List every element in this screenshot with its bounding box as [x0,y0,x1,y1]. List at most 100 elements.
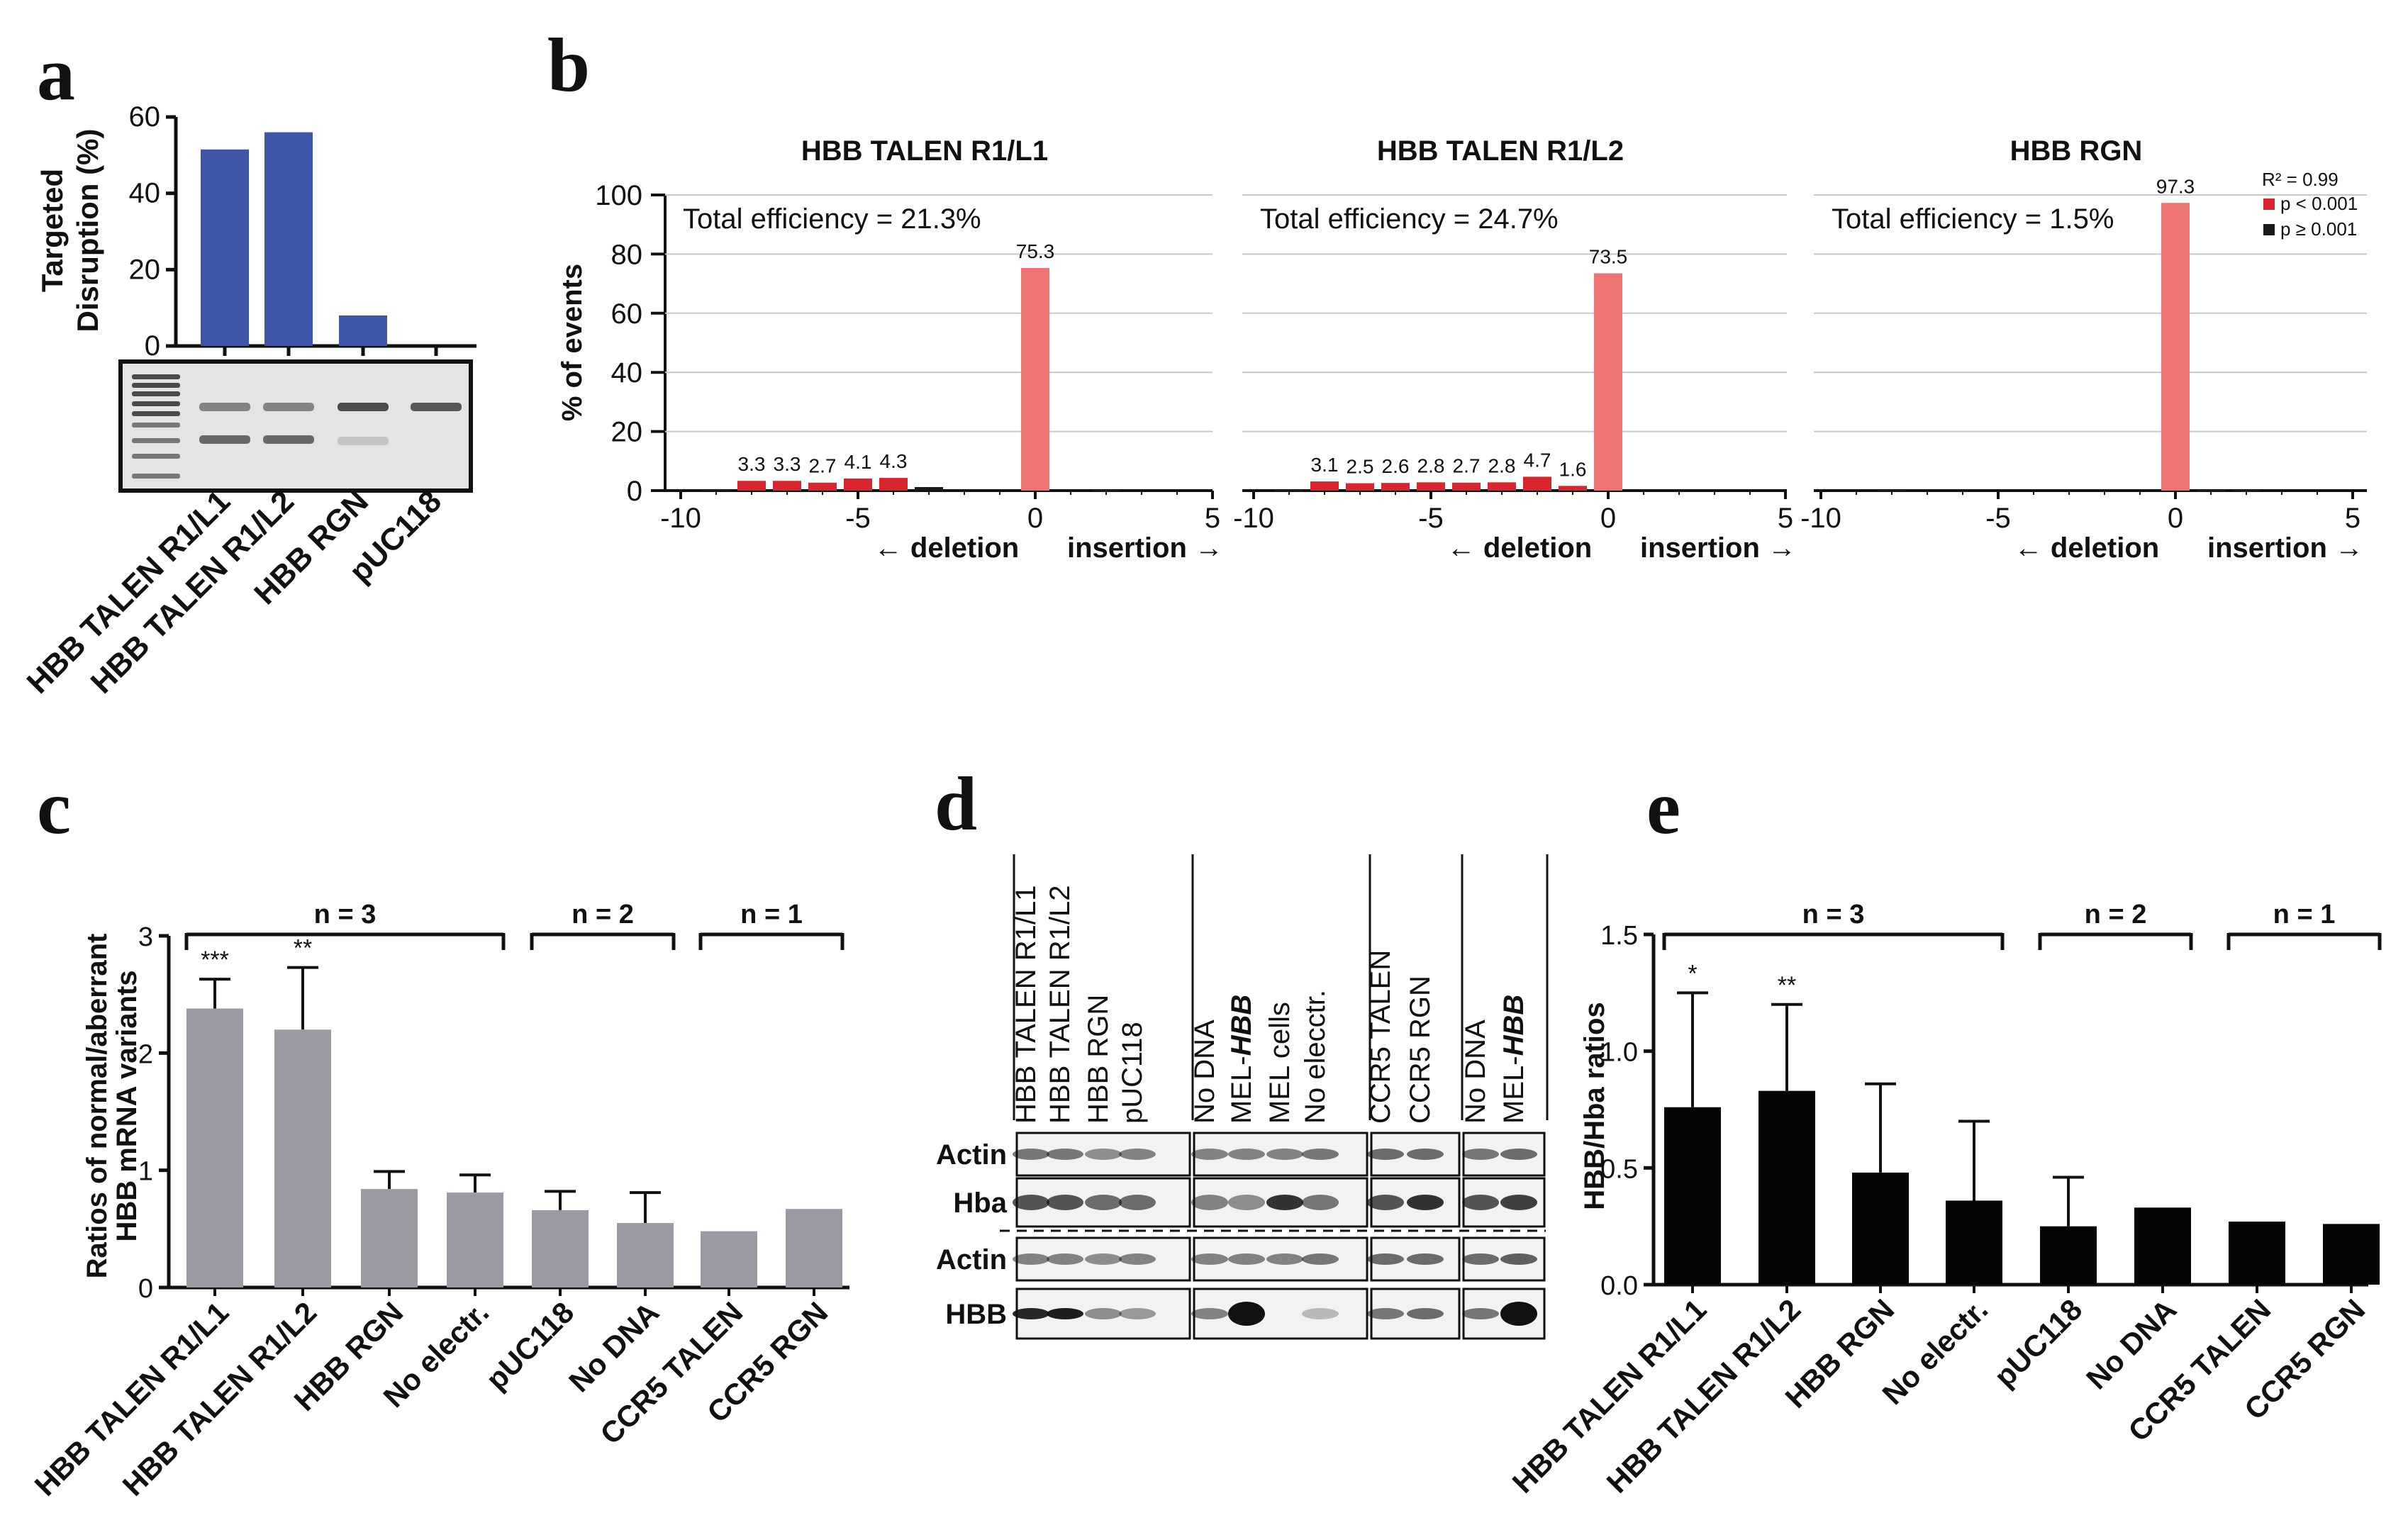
data-label: 4.3 [880,450,908,472]
bar [264,132,313,347]
efficiency-label: Total efficiency = 21.3% [683,203,981,235]
group-label: n = 3 [314,900,377,929]
bar [2161,203,2190,491]
gel-ladder-band [132,374,180,379]
bar [2134,1207,2191,1285]
legend-r2: R² = 0.99 [2262,169,2339,190]
y-tick-label: 40 [129,178,161,209]
data-label: 2.7 [809,455,837,477]
gel-ladder-band [132,411,180,416]
significance-star: * [1688,960,1697,987]
blot-band [1407,1308,1444,1319]
blot-band [1266,1253,1303,1265]
data-label: 73.5 [1589,246,1628,268]
bar [1092,489,1120,492]
gel-ladder-band [132,438,180,443]
x-tick-label: 5 [1205,503,1220,534]
subplot-title: HBB TALEN R1/L2 [1377,135,1624,167]
gel-band [199,435,250,444]
lane-label: pUC118 [1117,1022,1148,1124]
data-label: 2.8 [1488,454,1516,476]
blot-band [1013,1308,1049,1319]
lane-label-italic: HBB [1498,995,1529,1056]
significance-star: ** [294,935,312,962]
x-label-deletion: ← deletion [874,532,1019,564]
bar [532,1210,589,1287]
y-tick-label: 0.0 [1600,1271,1638,1301]
blot-band [1500,1149,1537,1160]
blot-band [1228,1302,1265,1326]
bar [617,1223,674,1287]
lane-label: CCR5 TALEN [1365,950,1396,1124]
blot-band [1367,1308,1404,1319]
y-tick-label: 1.0 [1600,1038,1638,1068]
group-label: n = 1 [2273,900,2336,929]
blot-band [1462,1308,1499,1319]
y-tick-label: 20 [129,254,161,285]
blot-band [1085,1195,1122,1210]
data-label: 3.3 [738,453,766,475]
lane-label: HBB TALEN R1/L1 [1010,886,1042,1124]
y-axis-label: Disruption (%) [71,129,104,333]
x-tick-label: -5 [845,503,871,534]
lane-label: MEL-HBB [1226,995,1257,1124]
gel-ladder-band [132,401,180,406]
gel-band [199,403,250,411]
y-axis-label: HBB/Hba ratios [1579,1002,1610,1210]
blot-band [1047,1195,1083,1210]
data-label: 3.3 [774,453,801,475]
blot-band [1047,1308,1083,1319]
bar [1594,273,1622,491]
blot-band [1119,1308,1156,1319]
blot-band [1500,1302,1537,1326]
x-label-deletion: ← deletion [2014,532,2159,564]
gel-band [263,435,314,444]
panel-letter-d: d [935,762,977,847]
bar [274,1029,331,1287]
x-tick-label: -10 [1800,503,1841,534]
bar [773,481,801,491]
data-label: 2.6 [1382,455,1410,477]
lane-label: MEL cells [1264,1002,1295,1124]
blot-band [1500,1253,1537,1265]
blot-band [1367,1253,1404,1265]
bar [1021,267,1049,491]
y-axis-label: Targeted [35,169,69,292]
bar [1878,489,1906,492]
gel-ladder-band [132,474,180,479]
legend-label-sig: p < 0.001 [2280,193,2358,214]
x-tick-label: -5 [1985,503,2011,534]
data-label: 2.7 [1453,455,1481,477]
gel-ladder-band [132,423,180,428]
efficiency-label: Total efficiency = 1.5% [1832,203,2114,235]
lane-label: MEL-HBB [1498,995,1529,1124]
blot-band [1302,1149,1339,1160]
x-tick-label: 5 [1778,503,1793,534]
blot-band [1462,1149,1499,1160]
y-tick-label: 60 [611,298,643,330]
data-label: 75.3 [1016,240,1055,262]
blot-band [1191,1149,1228,1160]
blot-band [1119,1253,1156,1265]
y-tick-label: 2 [138,1039,153,1069]
blot-band [1302,1308,1339,1319]
blot-band [1085,1253,1122,1265]
blot-band [1119,1149,1156,1160]
group-label: n = 2 [572,900,634,929]
y-tick-label: 80 [611,239,643,270]
bar [737,481,766,491]
subplot: HBB TALEN R1/L1 Total efficiency = 21.3% -… [660,135,1223,564]
bar [808,482,837,491]
bar [2232,489,2261,492]
gel-band [411,403,462,411]
blot-band [1191,1253,1228,1265]
bar [1664,1107,1721,1285]
x-tick-label: 5 [2345,503,2360,534]
blot-band [1047,1253,1083,1265]
bar [844,478,872,491]
x-label-insertion: insertion → [1067,532,1223,564]
subplot-title: HBB TALEN R1/L1 [801,135,1048,167]
bar [1523,476,1551,491]
blot-band [1013,1195,1049,1210]
data-label: 4.1 [845,451,872,473]
